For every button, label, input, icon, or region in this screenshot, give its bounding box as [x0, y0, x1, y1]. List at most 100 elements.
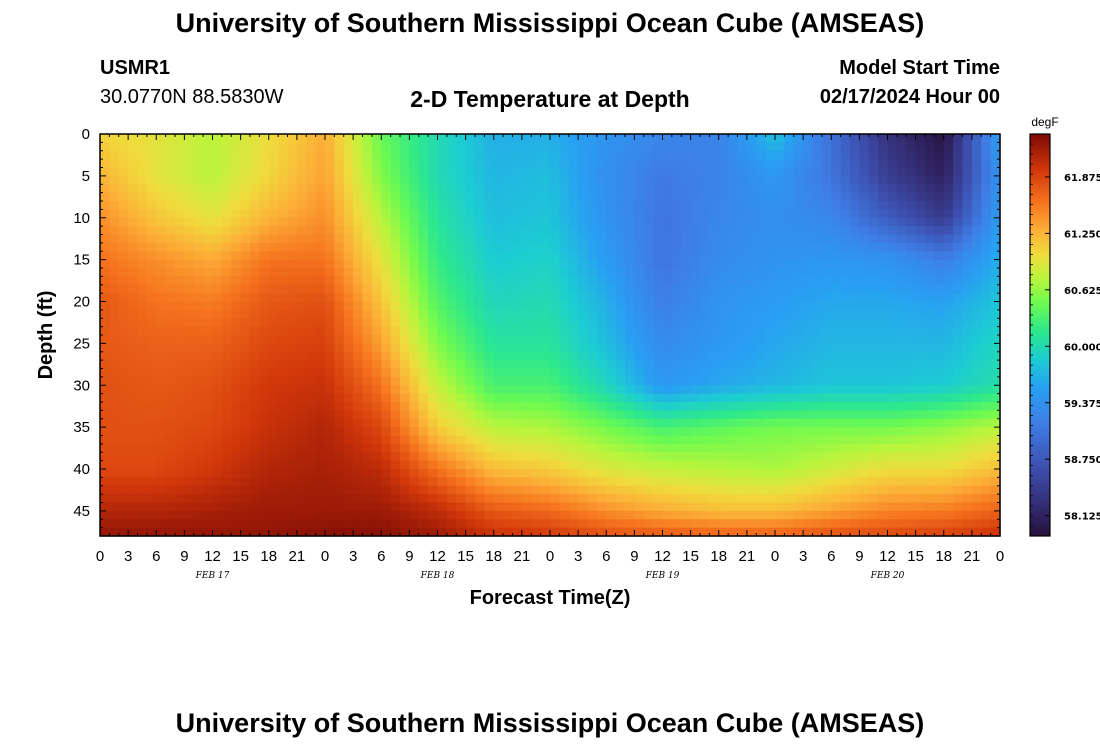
heatmap-cell — [184, 460, 195, 470]
heatmap-cell — [456, 159, 467, 169]
heatmap-cell — [521, 209, 532, 219]
heatmap-cell — [859, 393, 870, 403]
heatmap-cell — [409, 343, 420, 353]
heatmap-cell — [850, 159, 860, 169]
heatmap-cell — [231, 293, 242, 303]
heatmap-cell — [371, 393, 382, 403]
heatmap-cell — [681, 335, 692, 344]
heatmap-cell — [400, 284, 410, 294]
heatmap-cell — [821, 192, 832, 202]
heatmap-cell — [390, 293, 401, 303]
heatmap-cell — [325, 251, 335, 261]
heatmap-cell — [756, 201, 767, 210]
heatmap-cell — [596, 368, 607, 378]
heatmap-cell — [756, 485, 767, 495]
heatmap-cell — [250, 494, 260, 504]
heatmap-cell — [925, 251, 935, 261]
heatmap-cell — [953, 150, 964, 160]
heatmap-cell — [606, 268, 617, 277]
heatmap-cell — [559, 301, 570, 311]
heatmap-cell — [728, 351, 739, 361]
heatmap-cell — [353, 251, 364, 261]
heatmap-cell — [775, 184, 785, 194]
heatmap-cell — [868, 276, 879, 286]
heatmap-cell — [859, 167, 870, 177]
heatmap-cell — [437, 209, 448, 219]
heatmap-cell — [887, 134, 898, 143]
heatmap-cell — [681, 360, 692, 370]
heatmap-cell — [578, 192, 589, 202]
heatmap-cell — [859, 360, 870, 370]
heatmap-cell — [465, 368, 476, 378]
heatmap-cell — [568, 293, 579, 303]
heatmap-cell — [306, 209, 317, 219]
heatmap-cell — [653, 301, 664, 311]
heatmap-cell — [625, 351, 635, 361]
heatmap-cell — [146, 134, 157, 143]
heatmap-cell — [456, 452, 467, 462]
heatmap-cell — [859, 226, 870, 236]
heatmap-cell — [896, 134, 907, 143]
heatmap-cell — [203, 175, 214, 185]
heatmap-cell — [756, 460, 767, 470]
heatmap-cell — [878, 301, 889, 311]
heatmap-cell — [784, 217, 795, 227]
heatmap-cell — [765, 293, 776, 303]
heatmap-cell — [250, 376, 260, 386]
heatmap-cell — [887, 167, 898, 177]
heatmap-cell — [362, 402, 373, 411]
heatmap-cell — [709, 443, 720, 453]
heatmap-cell — [596, 159, 607, 169]
heatmap-cell — [559, 452, 570, 462]
heatmap-cell — [100, 134, 110, 143]
heatmap-cell — [118, 452, 129, 462]
heatmap-cell — [146, 251, 157, 261]
heatmap-cell — [371, 167, 382, 177]
y-tick-label: 30 — [73, 377, 90, 394]
heatmap-cell — [625, 527, 635, 537]
heatmap-cell — [718, 360, 729, 370]
heatmap-cell — [821, 494, 832, 504]
heatmap-cell — [971, 435, 982, 445]
heatmap-cell — [165, 142, 176, 152]
heatmap-cell — [193, 351, 204, 361]
heatmap-cell — [203, 335, 214, 344]
heatmap-cell — [475, 251, 485, 261]
heatmap-cell — [193, 276, 204, 286]
heatmap-cell — [437, 376, 448, 386]
heatmap-cell — [456, 469, 467, 478]
heatmap-cell — [850, 259, 860, 269]
heatmap-cell — [550, 159, 560, 169]
heatmap-cell — [343, 326, 354, 336]
heatmap-cell — [756, 134, 767, 143]
heatmap-cell — [793, 385, 804, 395]
heatmap-cell — [315, 226, 326, 236]
heatmap-cell — [990, 494, 1001, 504]
heatmap-cell — [709, 427, 720, 437]
heatmap-cell — [128, 368, 139, 378]
heatmap-cell — [775, 284, 785, 294]
heatmap-cell — [690, 351, 701, 361]
heatmap-cell — [596, 335, 607, 344]
heatmap-cell — [831, 326, 842, 336]
heatmap-cell — [587, 385, 598, 395]
heatmap-cell — [428, 134, 439, 143]
heatmap-cell — [521, 259, 532, 269]
heatmap-cell — [343, 234, 354, 244]
heatmap-cell — [812, 368, 823, 378]
heatmap-cell — [859, 494, 870, 504]
heatmap-cell — [259, 159, 270, 169]
heatmap-cell — [418, 368, 429, 378]
heatmap-cell — [662, 167, 673, 177]
heatmap-cell — [512, 393, 523, 403]
heatmap-cell — [146, 510, 157, 520]
heatmap-cell — [746, 343, 757, 353]
heatmap-cell — [803, 368, 814, 378]
heatmap-cell — [568, 343, 579, 353]
heatmap-cell — [390, 485, 401, 495]
heatmap-cell — [521, 402, 532, 411]
heatmap-cell — [418, 485, 429, 495]
heatmap-cell — [606, 251, 617, 261]
heatmap-cell — [653, 217, 664, 227]
heatmap-cell — [212, 284, 223, 294]
